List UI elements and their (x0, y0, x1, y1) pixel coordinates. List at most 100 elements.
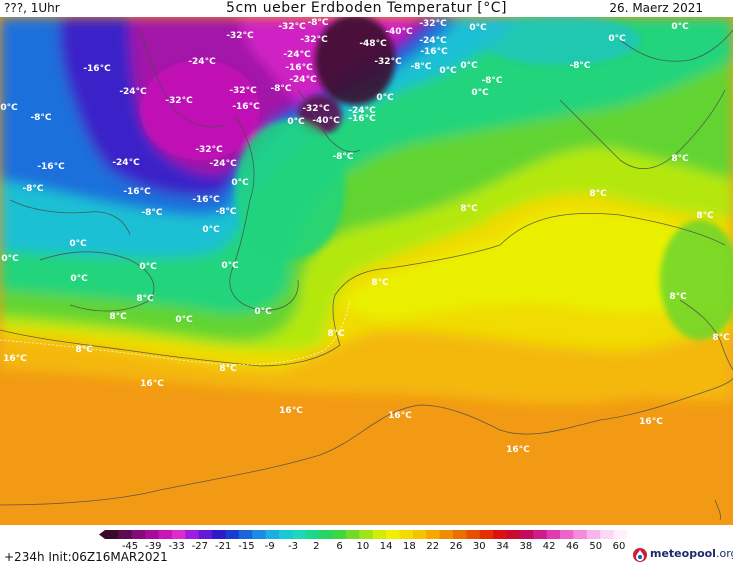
temperature-label: -16°C (83, 64, 111, 74)
temperature-label: -48°C (359, 39, 387, 49)
legend-swatch (332, 530, 347, 539)
temperature-label: -32°C (374, 57, 402, 67)
coastlines (0, 29, 733, 521)
mint-patch-hudson (235, 120, 345, 260)
temperature-label: -8°C (481, 76, 502, 86)
legend-swatch (426, 530, 441, 539)
legend-swatch (560, 530, 574, 539)
temperature-label: 0°C (70, 274, 88, 284)
temperature-label: -24°C (209, 159, 237, 169)
temperature-label: 8°C (696, 211, 714, 221)
temperature-label: -8°C (332, 152, 353, 162)
legend-tick: 14 (380, 541, 393, 551)
temperature-label: 8°C (109, 312, 127, 322)
green-patch-ne (660, 220, 733, 340)
legend-swatch (586, 530, 601, 539)
temperature-map: -8°C-32°C -32°C 0°C 0°C-32°C -32°C -48°C-40°C… (0, 17, 733, 525)
legend-tick: 22 (426, 541, 439, 551)
legend-swatch (145, 530, 160, 539)
temperature-label: -32°C (278, 22, 306, 32)
temperature-label: 16°C (140, 379, 164, 389)
legend-tick: 50 (589, 541, 602, 551)
legend-tick: -27 (192, 541, 208, 551)
legend-swatches (99, 530, 628, 539)
legend-tick: -21 (215, 541, 231, 551)
header-bar: ???, 1Uhr 5cm ueber Erdboden Temperatur … (0, 0, 733, 18)
legend-swatch (238, 530, 253, 539)
temperature-labels: -8°C-32°C -32°C 0°C 0°C-32°C -32°C -48°C-40°C… (0, 18, 730, 455)
temperature-label: 0°C (231, 178, 249, 188)
legend-tick: -45 (122, 541, 138, 551)
temperature-label: 8°C (712, 333, 730, 343)
legend-swatch (292, 530, 307, 539)
legend-tick-labels: -45 -39 -33 -27 -21 -15 -9 -3 2 6 10 14 18 22 26 30 34 38… (122, 541, 626, 552)
logo-text: meteopool.org (650, 547, 733, 560)
temperature-label: -32°C (300, 35, 328, 45)
temperature-label: -24°C (289, 75, 317, 85)
legend-swatch (265, 530, 280, 539)
temperature-label: -24°C (283, 50, 311, 60)
temperature-label: 0°C (69, 239, 87, 249)
temperature-label: -8°C (22, 184, 43, 194)
temperature-label: 0°C (139, 262, 157, 272)
legend-tick: -33 (168, 541, 184, 551)
temperature-label: -16°C (420, 47, 448, 57)
legend-swatch (131, 530, 146, 539)
temperature-label: 8°C (460, 204, 478, 214)
temperature-label: -8°C (270, 84, 291, 94)
legend-min-arrow (99, 530, 105, 539)
map-title: 5cm ueber Erdboden Temperatur [°C] (226, 0, 507, 16)
cyan-patch-east (480, 17, 640, 65)
legend-swatch (533, 530, 548, 539)
temperature-label: -16°C (123, 187, 151, 197)
legend-swatch (439, 530, 454, 539)
legend-swatch (345, 530, 360, 539)
legend-tick: -39 (145, 541, 161, 551)
legend-swatch (573, 530, 588, 539)
legend-swatch (158, 530, 173, 539)
logo-drop-icon (633, 548, 647, 562)
temperature-label: 16°C (506, 445, 530, 455)
temperature-label: 16°C (3, 354, 27, 364)
temperature-label: -16°C (232, 102, 260, 112)
temperature-label: -8°C (30, 113, 51, 123)
legend-tick: 46 (566, 541, 579, 551)
logo-brand: meteopool (650, 547, 716, 560)
temperature-label: -24°C (112, 158, 140, 168)
forecast-date: 26. Maerz 2021 (609, 1, 703, 15)
legend-swatch (319, 530, 334, 539)
legend-tick: 6 (336, 541, 342, 551)
meteopool-logo[interactable]: meteopool.org (632, 546, 733, 564)
legend-swatch (279, 530, 293, 539)
temperature-label: 0°C (376, 93, 394, 103)
temperature-label: -16°C (37, 162, 65, 172)
legend-swatch (171, 530, 186, 539)
legend-swatch (105, 530, 119, 539)
legend-swatch (386, 530, 400, 539)
temperature-label: -24°C (119, 87, 147, 97)
legend-swatch (225, 530, 240, 539)
legend-swatch (506, 530, 521, 539)
legend-swatch (453, 530, 467, 539)
temperature-label: 0°C (469, 23, 487, 33)
temperature-label: 0°C (608, 34, 626, 44)
legend-tick: 42 (543, 541, 556, 551)
temperature-label: 8°C (75, 345, 93, 355)
temperature-label: -24°C (188, 57, 216, 67)
temperature-label: 16°C (279, 406, 303, 416)
cold-core-3 (140, 60, 260, 160)
legend-tick: 2 (313, 541, 319, 551)
zone-8c-yellow (340, 211, 733, 320)
temperature-label: 0°C (287, 117, 305, 127)
temperature-label: -8°C (215, 207, 236, 217)
temperature-label: 8°C (136, 294, 154, 304)
temperature-label: 8°C (327, 329, 345, 339)
legend-swatch (479, 530, 494, 539)
temperature-label: 0°C (439, 66, 457, 76)
temperature-label: 0°C (175, 315, 193, 325)
legend-swatch (613, 530, 628, 539)
temperature-label: -32°C (226, 31, 254, 41)
temperature-label: -8°C (141, 208, 162, 218)
temperature-label: -32°C (229, 86, 257, 96)
